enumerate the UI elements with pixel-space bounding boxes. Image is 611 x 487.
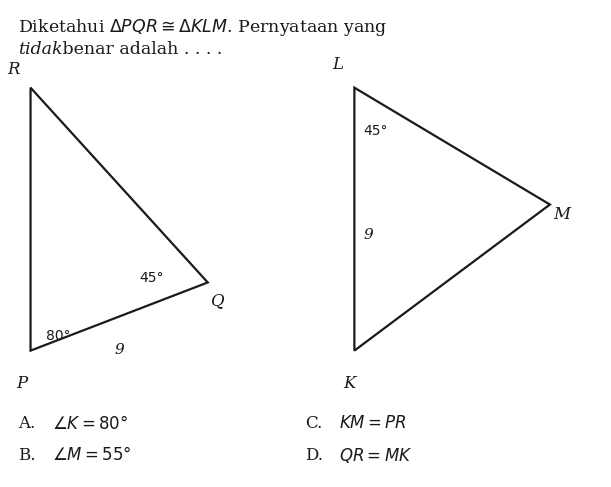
Text: 45°: 45° [363, 124, 387, 138]
Text: Q: Q [211, 292, 224, 309]
Text: L: L [332, 56, 343, 73]
Text: $QR = MK$: $QR = MK$ [339, 446, 412, 465]
Text: C.: C. [306, 415, 323, 432]
Text: $\angle K = 80°$: $\angle K = 80°$ [52, 415, 128, 432]
Text: Diketahui $\Delta PQR \cong \Delta KLM$. Pernyataan yang: Diketahui $\Delta PQR \cong \Delta KLM$.… [18, 17, 388, 38]
Text: $KM = PR$: $KM = PR$ [339, 415, 407, 432]
Text: 45°: 45° [139, 271, 164, 285]
Text: $\angle M = 55°$: $\angle M = 55°$ [52, 447, 131, 464]
Text: 80°: 80° [46, 329, 70, 343]
Text: 9: 9 [364, 228, 373, 242]
Text: K: K [343, 375, 356, 392]
Text: D.: D. [306, 447, 323, 464]
Text: M: M [553, 206, 570, 223]
Text: P: P [16, 375, 27, 392]
Text: tidak: tidak [18, 41, 63, 58]
Text: R: R [8, 61, 20, 78]
Text: A.: A. [18, 415, 35, 432]
Text: 9: 9 [114, 343, 124, 357]
Text: B.: B. [18, 447, 36, 464]
Text: benar adalah . . . .: benar adalah . . . . [57, 41, 222, 58]
